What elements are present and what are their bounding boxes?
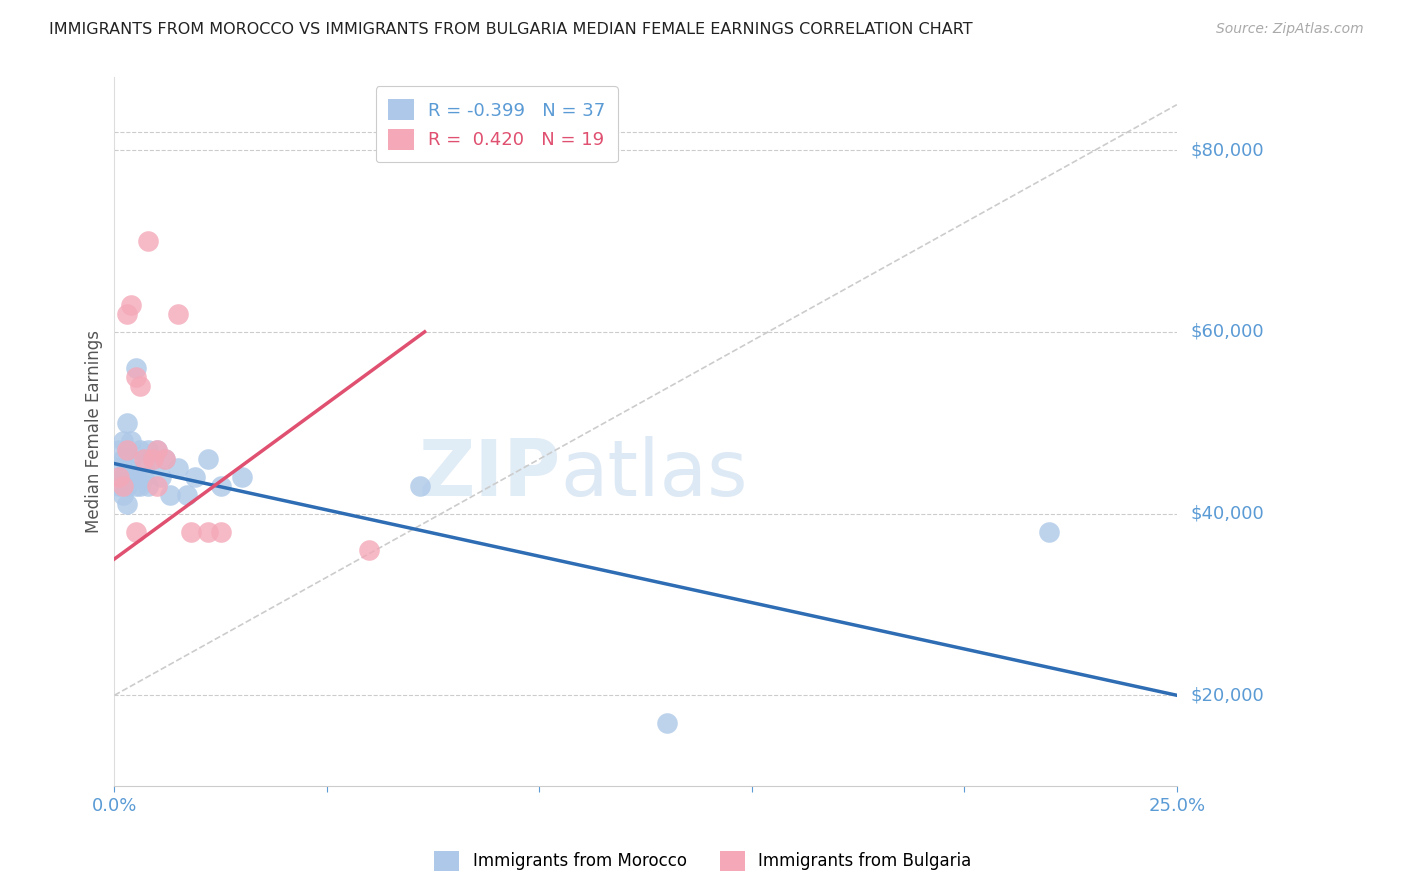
Point xyxy=(115,442,138,457)
Point xyxy=(124,370,146,384)
Point xyxy=(159,488,181,502)
Y-axis label: Median Female Earnings: Median Female Earnings xyxy=(86,330,103,533)
Point xyxy=(150,470,173,484)
Point xyxy=(146,442,169,457)
Point xyxy=(142,452,165,467)
Legend: Immigrants from Morocco, Immigrants from Bulgaria: Immigrants from Morocco, Immigrants from… xyxy=(426,842,980,880)
Point xyxy=(146,479,169,493)
Point xyxy=(155,452,177,467)
Point xyxy=(197,452,219,467)
Text: ZIP: ZIP xyxy=(419,436,561,512)
Point xyxy=(115,416,138,430)
Point xyxy=(111,479,134,493)
Point xyxy=(138,234,160,248)
Legend: R = -0.399   N = 37, R =  0.420   N = 19: R = -0.399 N = 37, R = 0.420 N = 19 xyxy=(375,87,619,162)
Point xyxy=(111,470,134,484)
Text: $80,000: $80,000 xyxy=(1191,141,1264,159)
Point xyxy=(111,434,134,448)
Point xyxy=(107,442,129,457)
Text: Source: ZipAtlas.com: Source: ZipAtlas.com xyxy=(1216,22,1364,37)
Point xyxy=(1038,524,1060,539)
Text: $20,000: $20,000 xyxy=(1191,686,1264,705)
Point xyxy=(129,442,152,457)
Point xyxy=(155,452,177,467)
Point xyxy=(209,479,232,493)
Point xyxy=(655,715,678,730)
Point xyxy=(180,524,202,539)
Point xyxy=(129,379,152,393)
Text: $60,000: $60,000 xyxy=(1191,323,1264,341)
Point xyxy=(209,524,232,539)
Text: IMMIGRANTS FROM MOROCCO VS IMMIGRANTS FROM BULGARIA MEDIAN FEMALE EARNINGS CORRE: IMMIGRANTS FROM MOROCCO VS IMMIGRANTS FR… xyxy=(49,22,973,37)
Point xyxy=(134,470,156,484)
Point xyxy=(120,452,142,467)
Point xyxy=(124,361,146,376)
Point xyxy=(111,452,134,467)
Point xyxy=(176,488,198,502)
Point xyxy=(115,479,138,493)
Point xyxy=(124,470,146,484)
Point xyxy=(107,461,129,475)
Point xyxy=(167,461,190,475)
Point xyxy=(231,470,253,484)
Point xyxy=(115,307,138,321)
Point xyxy=(115,498,138,512)
Point xyxy=(167,307,190,321)
Point xyxy=(138,479,160,493)
Text: $40,000: $40,000 xyxy=(1191,505,1264,523)
Point xyxy=(120,297,142,311)
Point xyxy=(115,461,138,475)
Point xyxy=(111,488,134,502)
Point xyxy=(134,452,156,467)
Point xyxy=(146,442,169,457)
Point xyxy=(134,461,156,475)
Point xyxy=(409,479,432,493)
Point xyxy=(107,479,129,493)
Point xyxy=(120,470,142,484)
Point xyxy=(197,524,219,539)
Point xyxy=(129,479,152,493)
Point xyxy=(184,470,207,484)
Point xyxy=(124,479,146,493)
Point xyxy=(120,434,142,448)
Point xyxy=(138,442,160,457)
Point xyxy=(124,524,146,539)
Point xyxy=(142,452,165,467)
Point xyxy=(107,470,129,484)
Point xyxy=(359,542,381,557)
Text: atlas: atlas xyxy=(561,436,748,512)
